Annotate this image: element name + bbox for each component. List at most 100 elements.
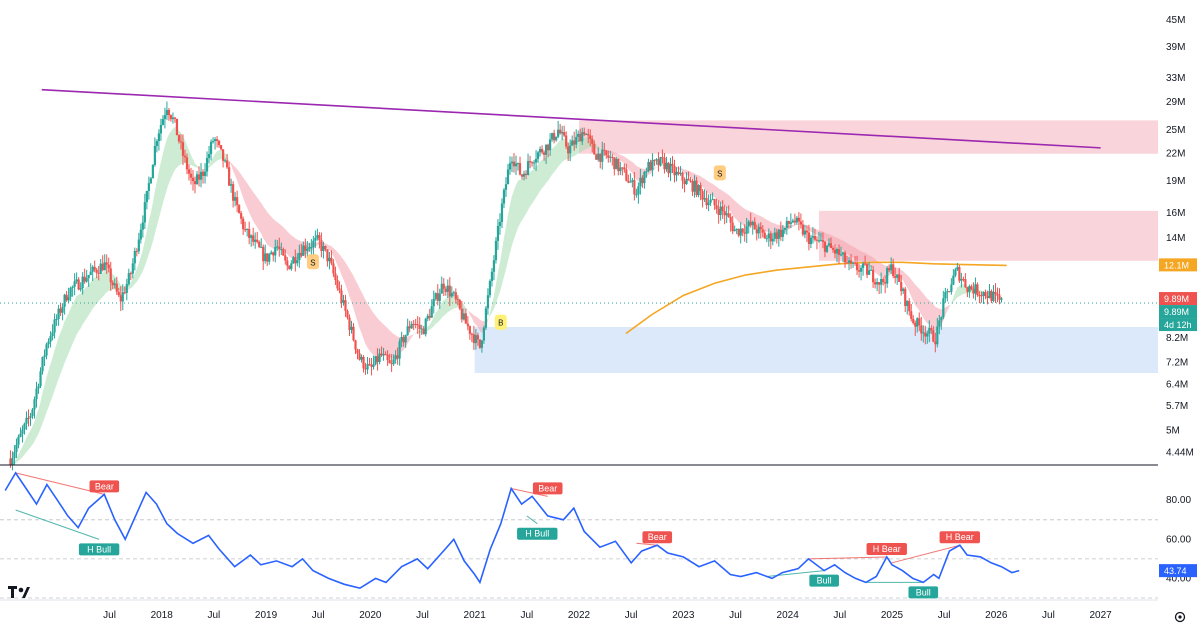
candle-body[interactable] [898, 274, 901, 283]
candle-body[interactable] [547, 144, 550, 151]
candle-body[interactable] [394, 355, 397, 360]
candle-body[interactable] [187, 169, 191, 174]
candle-body[interactable] [33, 399, 36, 410]
candle-body[interactable] [721, 206, 724, 211]
candle-body[interactable] [35, 388, 38, 400]
candle-body[interactable] [797, 217, 800, 222]
candle-body[interactable] [308, 247, 311, 249]
candle-body[interactable] [478, 339, 481, 348]
candle-body[interactable] [97, 272, 100, 274]
candle-body[interactable] [807, 232, 811, 245]
candle-body[interactable] [338, 288, 341, 291]
candle-body[interactable] [450, 293, 453, 297]
candle-body[interactable] [482, 327, 486, 341]
candle-body[interactable] [83, 276, 86, 282]
candle-body[interactable] [502, 189, 506, 204]
candle-body[interactable] [55, 318, 58, 320]
candle-body[interactable] [922, 332, 925, 334]
candle-body[interactable] [872, 269, 875, 283]
divergence-tag[interactable]: Bull [809, 574, 839, 587]
rsi-current-badge[interactable] [1159, 564, 1197, 578]
candle-body[interactable] [551, 133, 554, 140]
candle-body[interactable] [938, 320, 941, 327]
candle-body[interactable] [679, 172, 682, 174]
candle-body[interactable] [779, 229, 782, 237]
candle-body[interactable] [892, 264, 895, 277]
candle-body[interactable] [217, 140, 221, 146]
candle-body[interactable] [803, 230, 807, 235]
candle-body[interactable] [23, 423, 26, 430]
candle-body[interactable] [133, 250, 136, 264]
candle-body[interactable] [41, 357, 44, 372]
candle-body[interactable] [153, 146, 156, 165]
candle-body[interactable] [248, 228, 251, 238]
candle-body[interactable] [49, 336, 52, 342]
candle-body[interactable] [29, 416, 32, 418]
candle-body[interactable] [290, 263, 293, 269]
divergence-tag[interactable]: H Bear [866, 542, 907, 555]
candle-body[interactable] [117, 291, 120, 296]
candle-body[interactable] [733, 229, 736, 232]
candle-body[interactable] [745, 226, 748, 234]
candle-body[interactable] [17, 436, 20, 445]
candle-body[interactable] [69, 287, 72, 297]
candle-body[interactable] [440, 283, 443, 294]
candle-body[interactable] [799, 221, 802, 225]
candle-body[interactable] [761, 229, 764, 233]
candle-body[interactable] [167, 109, 171, 116]
candle-body[interactable] [199, 171, 203, 180]
candle-body[interactable] [270, 252, 273, 255]
price-badge[interactable] [1159, 305, 1197, 319]
candle-body[interactable] [639, 177, 642, 187]
candle-body[interactable] [191, 177, 195, 182]
candle-body[interactable] [296, 260, 299, 264]
candle-body[interactable] [226, 160, 229, 168]
candle-body[interactable] [719, 206, 722, 216]
candle-body[interactable] [557, 129, 560, 137]
candle-body[interactable] [956, 267, 959, 270]
candle-body[interactable] [683, 180, 686, 185]
candle-body[interactable] [384, 354, 387, 356]
candle-body[interactable] [488, 280, 492, 296]
candle-body[interactable] [404, 335, 407, 343]
candle-body[interactable] [238, 205, 241, 214]
candle-body[interactable] [159, 124, 163, 134]
candle-body[interactable] [252, 235, 255, 242]
candle-body[interactable] [234, 197, 237, 201]
candle-body[interactable] [579, 133, 582, 142]
candle-body[interactable] [847, 260, 851, 263]
candle-body[interactable] [201, 171, 205, 176]
candle-body[interactable] [715, 205, 718, 210]
candle-body[interactable] [336, 280, 339, 289]
candle-body[interactable] [613, 157, 616, 170]
candle-body[interactable] [647, 162, 650, 172]
candle-body[interactable] [874, 282, 877, 285]
candle-body[interactable] [805, 230, 809, 233]
candle-body[interactable] [444, 288, 447, 292]
candle-body[interactable] [362, 356, 365, 369]
candle-body[interactable] [390, 363, 393, 365]
candle-body[interactable] [25, 417, 28, 424]
candle-body[interactable] [272, 252, 275, 256]
candle-body[interactable] [998, 295, 1001, 300]
candle-body[interactable] [147, 183, 150, 192]
candle-body[interactable] [322, 245, 325, 251]
candle-body[interactable] [250, 235, 253, 238]
candle-body[interactable] [916, 318, 919, 327]
candle-body[interactable] [123, 292, 126, 294]
candle-body[interactable] [71, 286, 74, 288]
candle-body[interactable] [324, 245, 327, 250]
candle-body[interactable] [400, 337, 403, 342]
candle-body[interactable] [833, 249, 837, 254]
price-badge[interactable] [1159, 318, 1197, 332]
candle-body[interactable] [910, 311, 913, 319]
candle-body[interactable] [575, 136, 578, 145]
candle-body[interactable] [605, 150, 608, 156]
candle-body[interactable] [458, 300, 461, 309]
candle-body[interactable] [863, 263, 867, 265]
candle-body[interactable] [962, 279, 965, 281]
price-pane[interactable]: S B S [0, 88, 1159, 471]
candle-body[interactable] [228, 167, 231, 186]
candle-body[interactable] [667, 162, 670, 174]
candle-body[interactable] [19, 433, 22, 437]
